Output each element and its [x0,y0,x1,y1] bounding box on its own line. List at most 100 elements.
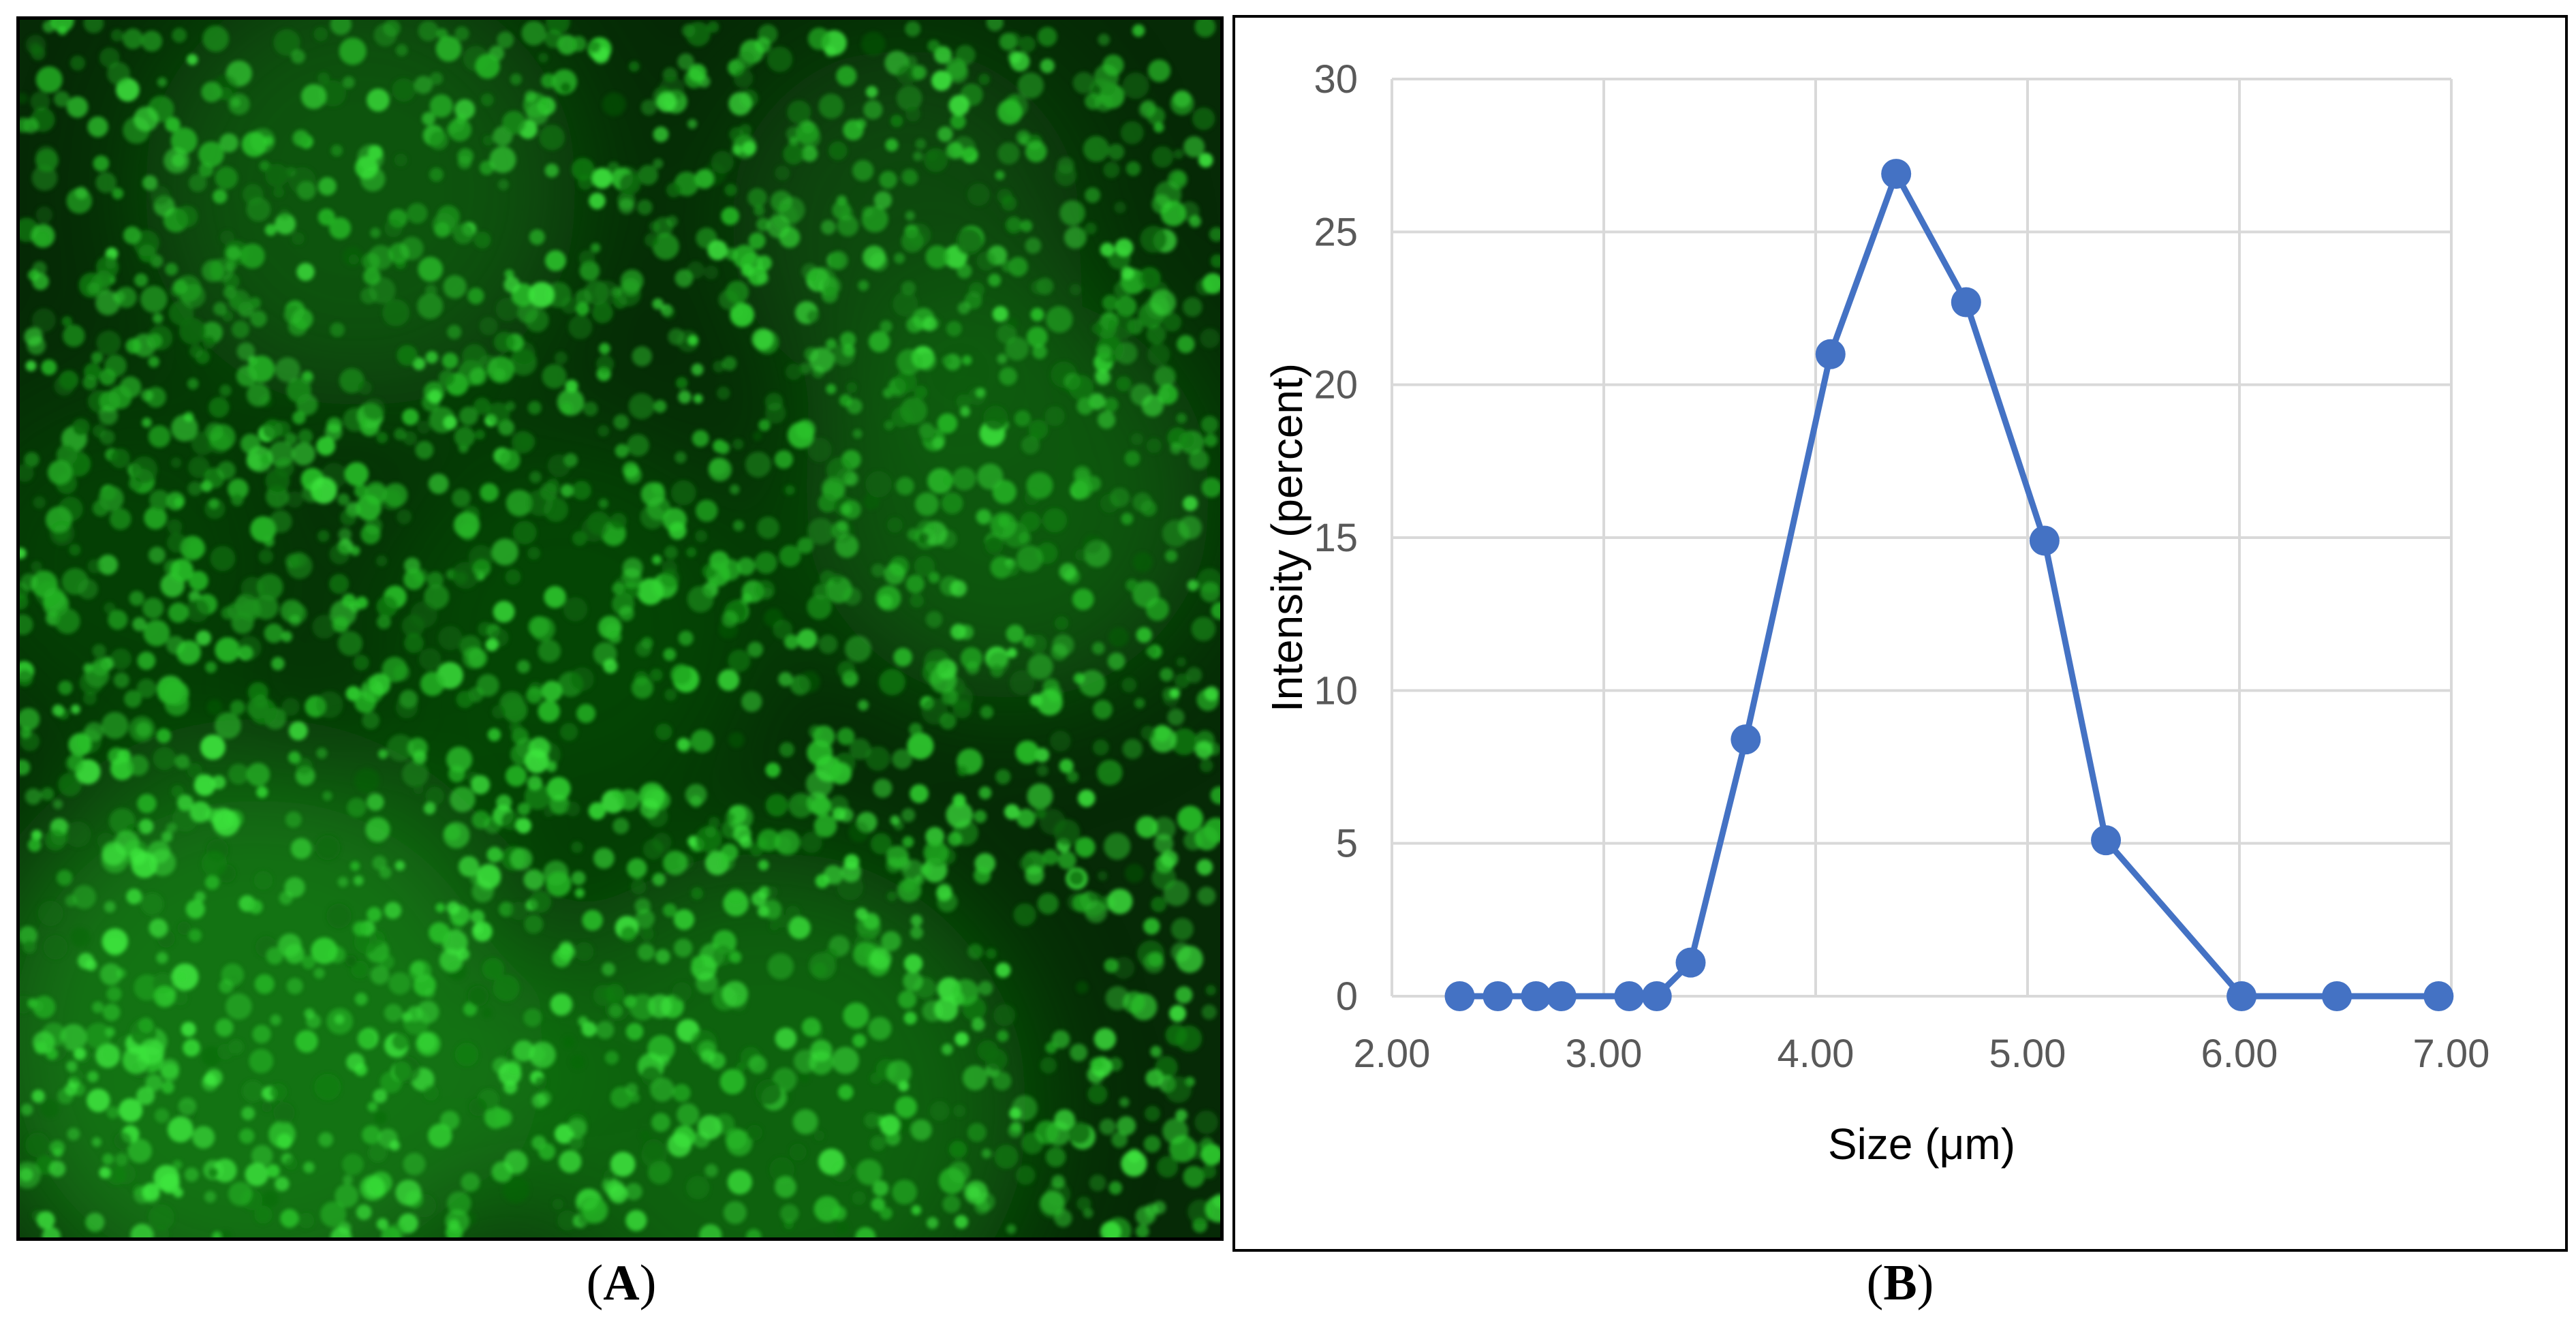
fluorescent-cell [503,1150,528,1174]
fluorescent-cell [210,546,236,572]
fluorescent-cell [394,428,406,440]
fluorescent-cell [918,422,935,438]
fluorescent-cell [541,73,556,89]
data-point [2091,825,2122,856]
fluorescent-cell [801,145,818,162]
fluorescent-cell [206,699,222,715]
fluorescent-cell [952,978,979,1006]
fluorescent-cell [322,790,332,801]
fluorescent-cell [335,1184,359,1208]
fluorescent-cell [1093,700,1113,720]
fluorescent-cell [1200,758,1213,773]
fluorescent-cell [91,1137,102,1147]
fluorescent-cell [1121,266,1134,280]
fluorescent-cell [603,659,618,674]
fluorescent-cell [1028,419,1049,440]
fluorescent-cell [687,335,698,346]
fluorescent-cell [215,637,240,663]
fluorescent-cell [498,449,521,471]
fluorescent-cell [314,1073,341,1100]
fluorescent-cell [372,855,387,870]
fluorescent-cell [998,515,1010,527]
fluorescent-cell [461,1173,480,1192]
fluorescent-cell [713,360,725,373]
fluorescent-cell [582,910,603,931]
fluorescent-cell [625,1083,638,1096]
fluorescent-cell [575,289,592,306]
fluorescent-cell [395,44,408,57]
fluorescent-cell [946,58,967,80]
fluorescent-cell [85,959,97,971]
fluorescent-cell [70,927,91,948]
fluorescent-cell [999,33,1017,51]
fluorescent-cell [1096,345,1112,360]
fluorescent-cell [379,866,392,879]
fluorescent-cell [1102,55,1124,76]
fluorescent-cell [637,943,655,961]
fluorescent-cell [909,722,922,737]
fluorescent-cell [205,661,217,673]
fluorescent-cell [1191,617,1216,641]
fluorescent-cell [1091,323,1103,335]
fluorescent-cell [344,462,369,487]
fluorescent-cell [922,1000,944,1022]
fluorescent-cell [87,1070,99,1083]
fluorescent-cell [670,664,692,685]
fluorescent-cell [75,186,88,200]
fluorescent-cell [999,367,1017,386]
fluorescent-cell [528,737,550,758]
fluorescent-cell [187,762,202,779]
fluorescent-cell [856,1159,882,1186]
fluorescent-cell [164,147,189,174]
chart-series [1444,159,2454,1011]
fluorescent-cell [422,112,435,126]
fluorescent-cell [358,380,373,395]
fluorescent-cell [256,786,268,798]
fluorescent-cell [173,1187,183,1198]
fluorescent-cell [397,509,412,525]
fluorescent-cell [813,1130,825,1141]
fluorescent-cell [1124,450,1140,467]
fluorescent-cell [123,28,144,49]
fluorescent-cell [728,649,751,673]
fluorescent-cell [25,360,37,371]
fluorescent-cell [849,738,871,760]
fluorescent-cell [674,938,693,957]
fluorescent-cell [97,555,119,575]
fluorescent-cell [897,1117,912,1132]
fluorescent-cell [1183,136,1205,157]
fluorescent-cell [629,993,656,1021]
fluorescent-cell [506,1060,522,1075]
fluorescent-cell [746,1124,763,1141]
fluorescent-cell [837,660,856,679]
fluorescent-cell [348,254,359,265]
fluorescent-cell [58,680,73,695]
fluorescent-cell [1164,1076,1192,1103]
fluorescent-cell [149,919,168,938]
fluorescent-cell [605,1051,619,1065]
fluorescent-cell [1097,411,1116,429]
fluorescent-cell [736,50,756,69]
fluorescent-cell [992,306,1008,322]
fluorescent-cell [880,1207,893,1220]
fluorescent-cell [824,46,836,57]
fluorescent-cell [997,354,1008,364]
fluorescent-cell [227,602,244,619]
fluorescent-cell [66,96,89,118]
data-point [1483,981,1513,1011]
fluorescent-cell [649,668,663,681]
fluorescent-cell [1175,986,1193,1004]
fluorescent-cell [663,850,688,876]
fluorescent-cell [939,1167,965,1194]
fluorescent-cell [279,209,290,220]
fluorescent-cell [625,1023,644,1041]
fluorescent-cell [115,286,137,308]
fluorescent-cell [1119,1097,1130,1107]
fluorescent-cell [1120,121,1144,144]
fluorescent-cell [342,1154,364,1175]
fluorescent-cell [858,280,869,291]
fluorescent-cell [1160,668,1174,681]
fluorescent-cell [754,37,771,53]
fluorescent-cell [119,1098,143,1122]
fluorescent-cell [902,836,914,848]
